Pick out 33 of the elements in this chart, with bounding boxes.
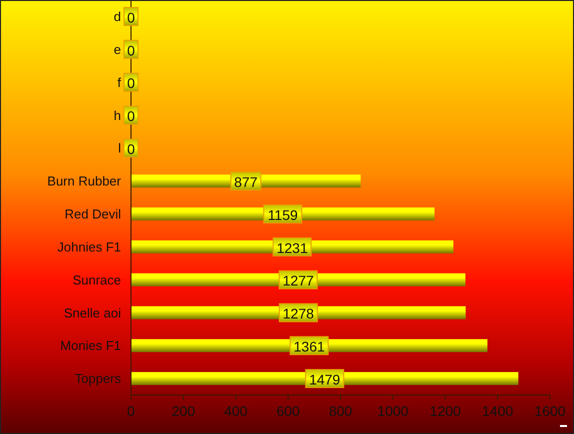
y-tick-label: f (117, 74, 122, 90)
y-tick-label: Burn Rubber (47, 174, 122, 189)
x-tick-label: 1600 (534, 403, 566, 419)
y-tick-label: e (114, 42, 121, 57)
y-tick-label: Red Devil (64, 206, 122, 222)
y-tick-label: Toppers (74, 371, 122, 386)
x-tick-label: 1000 (377, 403, 409, 419)
data-label: 0 (127, 42, 136, 58)
y-tick-label: Johnies F1 (57, 239, 121, 254)
data-label: 1231 (276, 240, 308, 256)
data-label: 0 (127, 9, 136, 26)
data-label: 877 (234, 174, 258, 190)
data-label: 0 (127, 75, 136, 92)
data-label: 1361 (294, 338, 325, 355)
x-tick-label: 1200 (430, 403, 462, 419)
y-tick-label: h (114, 108, 121, 123)
y-tick-label: Sunrace (72, 272, 121, 288)
x-tick-label: 0 (127, 403, 136, 419)
y-tick-label: d (114, 9, 121, 24)
data-label: 0 (127, 141, 136, 158)
x-tick-label: 600 (276, 403, 300, 419)
y-tick-label: l (118, 140, 122, 156)
data-label: 0 (127, 108, 136, 124)
x-tick-label: 1400 (482, 403, 514, 419)
data-label: 1277 (282, 272, 314, 289)
y-tick-label: Snelle aoi (64, 305, 122, 320)
x-tick-label: 200 (172, 403, 196, 419)
data-label: 1278 (282, 306, 314, 322)
x-tick-label: 400 (224, 403, 248, 419)
data-label: 1479 (309, 371, 340, 388)
x-tick-label: 800 (328, 403, 352, 419)
data-label: 1159 (268, 206, 298, 223)
y-tick-label: Monies F1 (60, 338, 121, 354)
